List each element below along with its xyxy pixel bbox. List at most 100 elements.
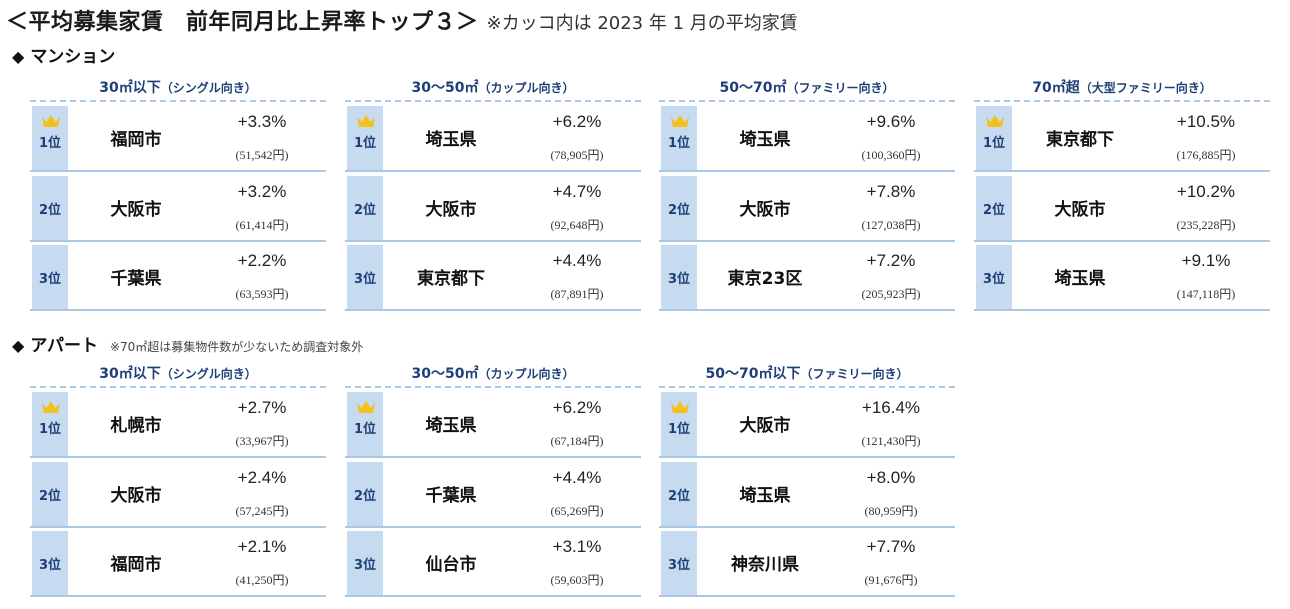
city-name: 埼玉県 (739, 485, 791, 506)
mansion-group-large-family: 70㎡超（大型ファミリー向き） 1位 東京都下 +10.5% (176,885円… (974, 76, 1270, 315)
group-size: 70㎡超 (1032, 80, 1080, 96)
rank-cell: 2位 (32, 175, 68, 240)
mansion-group-family: 50～70㎡（ファミリー向き） 1位 埼玉県 +9.6% (100,360円) … (659, 76, 955, 315)
ranking-row: 1位 札幌市 +2.7% (33,967円) (30, 392, 326, 458)
average-rent: (51,542円) (235, 148, 289, 162)
rank-cell: 1位 (976, 106, 1012, 170)
group-type: （カップル向き） (478, 81, 575, 95)
average-rent: (121,430円) (861, 434, 921, 448)
rank-cell: 2位 (347, 461, 383, 526)
rank-cell: 2位 (661, 461, 697, 526)
rank-cell: 1位 (32, 392, 68, 456)
rank-cell: 1位 (661, 392, 697, 456)
city-name: 東京23区 (727, 269, 803, 289)
average-rent: (91,676円) (864, 573, 918, 587)
section-label: アパート (30, 336, 98, 356)
group-header: 70㎡超（大型ファミリー向き） (974, 76, 1270, 102)
rank-label: 1位 (38, 422, 62, 437)
average-rent: (87,891円) (550, 287, 604, 301)
ranking-row: 2位 千葉県 +4.4% (65,269円) (345, 461, 641, 528)
increase-rate: +7.8% (866, 181, 916, 201)
ranking-row: 1位 埼玉県 +6.2% (67,184円) (345, 392, 641, 458)
increase-rate: +4.4% (552, 251, 602, 270)
city-name: 千葉県 (425, 485, 477, 506)
average-rent: (80,959円) (864, 503, 918, 518)
city-name: 埼玉県 (425, 130, 477, 150)
city-name: 福岡市 (110, 555, 162, 575)
ranking-row: 3位 仙台市 +3.1% (59,603円) (345, 531, 641, 597)
group-size: 50～70㎡ (719, 80, 787, 96)
average-rent: (235,228円) (1176, 217, 1236, 232)
group-type: （ファミリー向き） (786, 81, 895, 95)
rank-label: 3位 (353, 558, 377, 573)
group-type: （ファミリー向き） (800, 367, 909, 381)
city-name: 福岡市 (110, 130, 162, 150)
rank-cell: 3位 (347, 531, 383, 595)
average-rent: (57,245円) (235, 503, 289, 518)
increase-rate: +7.2% (866, 251, 916, 270)
city-name: 埼玉県 (739, 130, 791, 150)
average-rent: (33,967円) (235, 434, 289, 448)
crown-icon (671, 115, 689, 127)
increase-rate: +6.2% (552, 398, 602, 417)
increase-rate: +3.3% (237, 112, 287, 131)
average-rent: (67,184円) (550, 434, 604, 448)
rank-label: 1位 (353, 422, 377, 437)
increase-rate: +4.4% (552, 467, 602, 487)
city-name: 札幌市 (110, 416, 162, 436)
ranking-row: 3位 福岡市 +2.1% (41,250円) (30, 531, 326, 597)
group-size: 30㎡以下 (99, 366, 161, 382)
rank-label: 2位 (667, 202, 691, 218)
rank-label: 1位 (353, 136, 377, 151)
group-type: （カップル向き） (478, 367, 575, 381)
group-header: 30～50㎡（カップル向き） (345, 76, 641, 102)
rank-cell: 3位 (976, 245, 1012, 309)
rank-cell: 2位 (32, 461, 68, 526)
group-type: （大型ファミリー向き） (1079, 81, 1212, 95)
diamond-icon: ◆ (12, 336, 25, 355)
rank-cell: 2位 (347, 175, 383, 240)
rank-label: 1位 (667, 422, 691, 437)
crown-icon (42, 115, 60, 127)
rank-label: 2位 (353, 202, 377, 218)
increase-rate: +3.1% (552, 537, 602, 556)
rank-label: 1位 (38, 136, 62, 151)
city-name: 大阪市 (1054, 199, 1106, 220)
ranking-row: 2位 大阪市 +3.2% (61,414円) (30, 175, 326, 242)
increase-rate: +3.2% (237, 181, 287, 201)
page-title: ＜平均募集家賃 前年同月比上昇率トップ３＞ ※カッコ内は 2023 年 1 月の… (6, 4, 798, 38)
crown-icon (357, 401, 375, 413)
city-name: 埼玉県 (1054, 269, 1106, 289)
rank-label: 1位 (982, 136, 1006, 151)
increase-rate: +2.7% (237, 398, 287, 417)
average-rent: (176,885円) (1176, 148, 1236, 162)
apartment-group-single: 30㎡以下（シングル向き） 1位 札幌市 +2.7% (33,967円) 2位 … (30, 362, 326, 601)
city-name: 神奈川県 (731, 555, 799, 575)
ranking-row: 1位 大阪市 +16.4% (121,430円) (659, 392, 955, 458)
group-header: 30～50㎡（カップル向き） (345, 362, 641, 388)
average-rent: (65,269円) (550, 503, 604, 518)
group-header: 50～70㎡（ファミリー向き） (659, 76, 955, 102)
increase-rate: +9.6% (866, 112, 916, 131)
average-rent: (59,603円) (550, 573, 604, 587)
group-size: 30～50㎡ (411, 80, 479, 96)
city-name: 大阪市 (739, 199, 791, 220)
diamond-icon: ◆ (12, 47, 25, 66)
apartment-group-family: 50～70㎡以下（ファミリー向き） 1位 大阪市 +16.4% (121,430… (659, 362, 955, 601)
ranking-row: 3位 東京23区 +7.2% (205,923円) (659, 245, 955, 311)
ranking-row: 2位 大阪市 +2.4% (57,245円) (30, 461, 326, 528)
apartment-group-couple: 30～50㎡（カップル向き） 1位 埼玉県 +6.2% (67,184円) 2位… (345, 362, 641, 601)
increase-rate: +6.2% (552, 112, 602, 131)
mansion-group-couple: 30～50㎡（カップル向き） 1位 埼玉県 +6.2% (78,905円) 2位… (345, 76, 641, 315)
rank-label: 3位 (982, 272, 1006, 287)
rank-cell: 2位 (661, 175, 697, 240)
page-title-note: ※カッコ内は 2023 年 1 月の平均家賃 (486, 13, 798, 34)
crown-icon (671, 401, 689, 413)
rank-cell: 3位 (661, 531, 697, 595)
rank-cell: 1位 (32, 106, 68, 170)
increase-rate: +9.1% (1181, 251, 1231, 270)
rank-label: 3位 (38, 272, 62, 287)
ranking-row: 3位 埼玉県 +9.1% (147,118円) (974, 245, 1270, 311)
increase-rate: +8.0% (866, 467, 916, 487)
average-rent: (63,593円) (235, 287, 289, 301)
